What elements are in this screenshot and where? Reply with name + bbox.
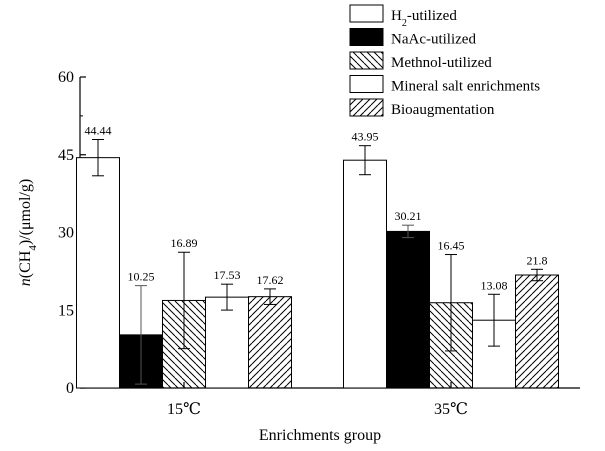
bar xyxy=(76,157,120,389)
bar xyxy=(386,230,430,389)
data-label: 17.62 xyxy=(257,273,284,287)
y-tick-label: 15 xyxy=(58,302,74,319)
y-tick-label: 60 xyxy=(58,69,74,86)
bar xyxy=(248,296,292,389)
x-axis-title: Enrichments group xyxy=(259,427,381,444)
legend-label: Methnol-utilized xyxy=(391,55,492,71)
data-label: 16.89 xyxy=(171,236,198,250)
x-tick-label: 35℃ xyxy=(434,401,468,418)
y-tick-label: 45 xyxy=(58,147,74,164)
bar xyxy=(205,296,249,389)
bar xyxy=(343,159,387,389)
legend-label: H2-utilized xyxy=(391,8,457,29)
legend-label: NaAc-utilized xyxy=(391,32,476,48)
legend-label: Bioaugmentation xyxy=(391,102,495,118)
legend-swatch xyxy=(349,51,384,70)
legend-swatch xyxy=(349,75,384,93)
legend-swatch xyxy=(349,98,384,117)
legend-swatch xyxy=(349,4,384,23)
y-tick-label: 30 xyxy=(58,225,74,242)
data-label: 21.8 xyxy=(527,253,548,267)
legend-label: Mineral salt enrichments xyxy=(391,79,540,95)
data-label: 16.45 xyxy=(438,239,465,253)
data-label: 17.53 xyxy=(214,268,241,282)
y-axis-title: n(CH4)/(μmol/g) xyxy=(17,179,39,286)
data-label: 10.25 xyxy=(128,270,155,284)
data-label: 44.44 xyxy=(85,124,112,138)
data-label: 30.21 xyxy=(395,209,422,223)
y-tick-label: 0 xyxy=(66,380,74,397)
bar xyxy=(515,274,559,389)
data-label: 43.95 xyxy=(352,130,379,144)
data-label: 13.08 xyxy=(481,278,508,292)
legend-swatch xyxy=(349,28,384,46)
x-tick-label: 15℃ xyxy=(167,401,201,418)
